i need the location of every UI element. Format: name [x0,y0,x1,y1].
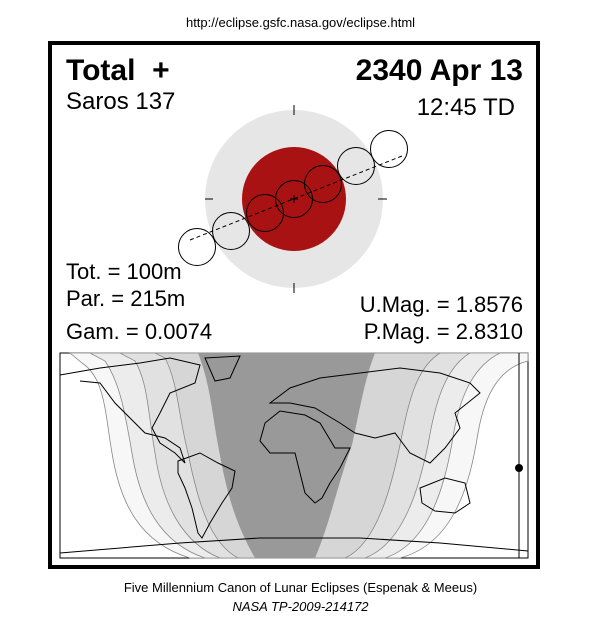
europe-asia [268,367,481,464]
moon-p1 [178,228,216,266]
moon-u1 [212,212,250,250]
footer-publication: NASA TP-2009-214172 [232,599,369,614]
moon-path-line [189,155,403,241]
footer-citation: Five Millennium Canon of Lunar Eclipses … [123,580,478,595]
australia [419,477,471,514]
moon-u2 [246,194,284,232]
eclipse-type: Total + [66,54,170,87]
source-url[interactable]: http://eclipse.gsfc.nasa.gov/eclipse.htm… [185,15,416,30]
south-america [177,452,236,539]
saros-number: Saros 137 [66,88,176,115]
plate-frame [48,41,540,569]
axis-ticks [205,105,387,293]
continent-outlines [59,355,529,554]
moon-p4 [370,130,408,168]
visibility-map [59,352,529,559]
greenland [204,355,241,382]
partial-duration: Par. = 215m [66,286,186,311]
antarctica [59,537,529,554]
gamma: Gam. = 0.0074 [66,319,213,344]
north-america [59,357,201,464]
greatest-eclipse-time: 12:45 TD [416,94,515,121]
moon-positions [178,130,408,266]
moon-u4 [337,147,375,185]
map-total-zone [198,353,375,558]
moon-u3 [304,165,342,203]
subsolar-point [515,464,523,472]
africa [259,410,351,504]
eclipse-date: 2340 Apr 13 [355,54,523,87]
penumbral-magnitude: P.Mag. = 2.8310 [363,319,523,344]
totality-duration: Tot. = 100m [66,259,182,284]
umbral-magnitude: U.Mag. = 1.8576 [359,292,523,317]
